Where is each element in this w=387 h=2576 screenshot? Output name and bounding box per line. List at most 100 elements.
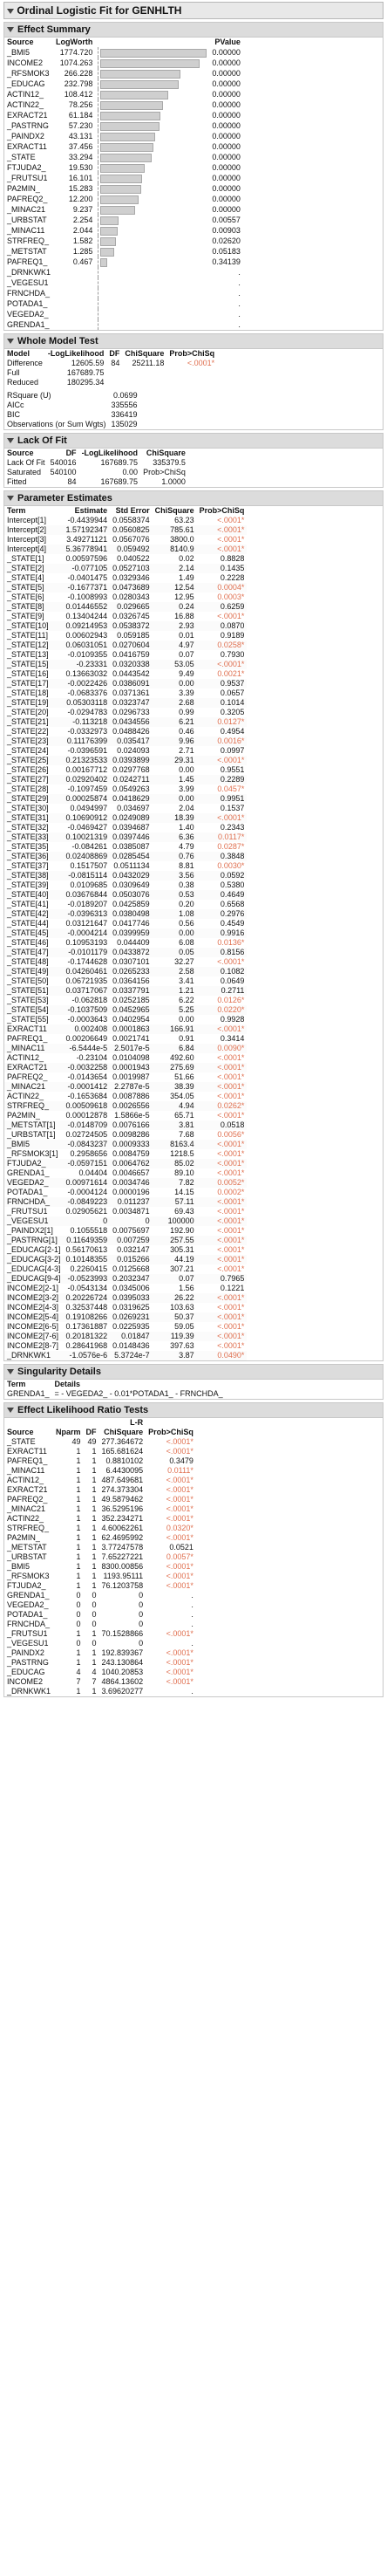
table-row: ACTIN12_ -0.23104 0.0104098 492.60 <.0001* [4,1053,247,1063]
table-cell: -0.0189207 [67,900,108,908]
table-cell: Difference [7,359,43,367]
singularity-header[interactable]: Singularity Details [4,1365,383,1380]
col-header[interactable]: ChiSquare [125,349,165,358]
table-row: Intercept[4] 5.36778941 0.059492 8140.9 <.00… [4,545,248,554]
col-header[interactable]: ChiSquare [154,506,194,515]
table-cell: 0.0056* [217,1130,245,1139]
table-cell: 0 [110,1216,153,1226]
table-cell: _STATE[20] [7,708,49,716]
col-header[interactable]: -LogLikelihood [47,349,105,358]
col-logworth[interactable]: LogWorth [56,38,93,46]
effect-bar-cell [95,288,209,298]
table-cell: 14.15 [174,1188,194,1196]
table-cell: 0.00167712 [65,765,108,774]
col-header[interactable]: DF [109,349,120,358]
table-cell: . [191,1600,194,1609]
table-cell: -0.0396313 [63,909,111,919]
effect-logworth: 37.456 [68,142,93,151]
col-header[interactable]: Model [7,349,30,358]
col-header[interactable]: Prob>ChiSq [199,506,245,515]
table-cell: <.0001* [196,1063,248,1072]
table-cell: <.0001* [217,612,245,620]
table-row: INCOME2[8-7] 0.28641968 0.0148436 397.63 <.0… [4,1341,247,1351]
table-cell: -0.0109355 [67,650,108,659]
col-source[interactable]: Source [7,38,34,46]
table-row: _STATE[42] -0.0396313 0.0380498 1.08 0.2976 [4,909,248,919]
logworth-bar [100,184,142,194]
table-cell: <.0001* [196,1082,248,1092]
table-cell: 0.0371361 [112,689,150,697]
table-cell: 0.0220* [196,1005,248,1015]
table-row: _EDUCAG 232.798 0.00000 [4,79,243,89]
table-cell: 0.0052* [196,1178,248,1188]
col-header[interactable]: Source [7,1428,34,1436]
table-cell: <.0001* [196,1312,248,1322]
table-cell: _STATE[8] [4,602,64,612]
disclosure-triangle-icon[interactable] [7,1369,14,1374]
col-header[interactable]: Source [7,449,34,457]
lr-tests-header[interactable]: Effect Likelihood Ratio Tests [4,1403,383,1418]
table-row: BIC 336419 [4,410,140,420]
col-details[interactable]: Details [54,1380,81,1388]
table-cell: <.0001* [166,1572,194,1580]
table-cell: 0 [76,1639,81,1648]
table-cell: _PAINDX2 [7,1648,44,1657]
table-cell: <.0001* [217,957,245,966]
table-cell: _STATE[38] [4,871,64,880]
table-cell: 36.5295196 [101,1504,144,1513]
table-cell: 0.0433872 [110,948,153,957]
col-header[interactable]: Term [7,506,26,515]
logworth-bar [100,174,142,183]
effect-bar-cell [95,257,209,267]
col-header[interactable]: DF [85,1428,97,1436]
whole-model-table: Model -LogLikelihood DF ChiSquare Prob>ChiSq… [4,349,217,387]
effect-bar-cell [95,173,209,183]
col-header[interactable]: DF [65,449,77,457]
col-header[interactable]: Prob>ChiSq [148,1428,194,1436]
table-cell: _STATE[39] [7,880,49,889]
table-cell: 492.60 [170,1053,194,1062]
disclosure-triangle-icon[interactable] [7,27,14,32]
effect-summary-header[interactable]: Effect Summary [4,23,383,38]
table-cell: _STATE[28] [7,784,49,793]
disclosure-triangle-icon[interactable] [7,339,14,344]
col-header[interactable]: Std Error [115,506,150,515]
table-cell: 0.00 [152,679,197,689]
singularity-term: GRENDA1_ [7,1389,50,1398]
table-row: EXRACT11 1 1 165.681624 <.0001* [4,1447,196,1456]
col-header[interactable]: Prob>ChiSq [169,349,215,358]
table-cell: 0.0402954 [112,1015,150,1024]
table-cell: 100000 [152,1216,197,1226]
parameter-estimates-header[interactable]: Parameter Estimates [4,491,383,506]
lack-of-fit-header[interactable]: Lack Of Fit [4,434,383,449]
table-cell: 0.20181322 [63,1332,111,1341]
col-header[interactable]: -LogLikelihood [81,449,139,457]
table-cell: 0.0432029 [110,871,153,880]
table-cell: -0.23331 [63,660,111,669]
table-cell: PAFREQ1_ [7,1456,48,1465]
table-cell: -0.0815114 [63,871,111,880]
col-header[interactable]: ChiSquare [104,1428,144,1436]
effect-bar-cell [95,162,209,173]
table-cell: 167689.75 [100,458,139,467]
effect-logworth [53,298,95,309]
col-header[interactable]: ChiSquare [146,449,186,457]
table-cell: 1 [92,1581,97,1590]
col-term[interactable]: Term [7,1380,26,1388]
col-header[interactable]: Estimate [74,506,108,515]
disclosure-triangle-icon[interactable] [7,438,14,443]
table-cell: -0.0849223 [63,1197,111,1207]
whole-model-header[interactable]: Whole Model Test [4,334,383,349]
col-pvalue[interactable]: PValue [214,38,241,46]
effect-logworth: 15.283 [68,184,93,193]
table-cell: 51.66 [174,1072,194,1081]
table-cell: 62.4695992 [101,1533,144,1542]
disclosure-triangle-icon[interactable] [7,496,14,501]
table-cell: <.0001* [196,1332,248,1341]
report-title[interactable]: Ordinal Logistic Fit for GENHLTH [3,2,384,19]
table-cell: 7 [76,1677,81,1686]
disclosure-triangle-icon[interactable] [7,9,14,14]
table-cell: _STATE[11] [7,631,49,640]
disclosure-triangle-icon[interactable] [7,1408,14,1413]
col-header[interactable]: Nparm [56,1428,81,1436]
